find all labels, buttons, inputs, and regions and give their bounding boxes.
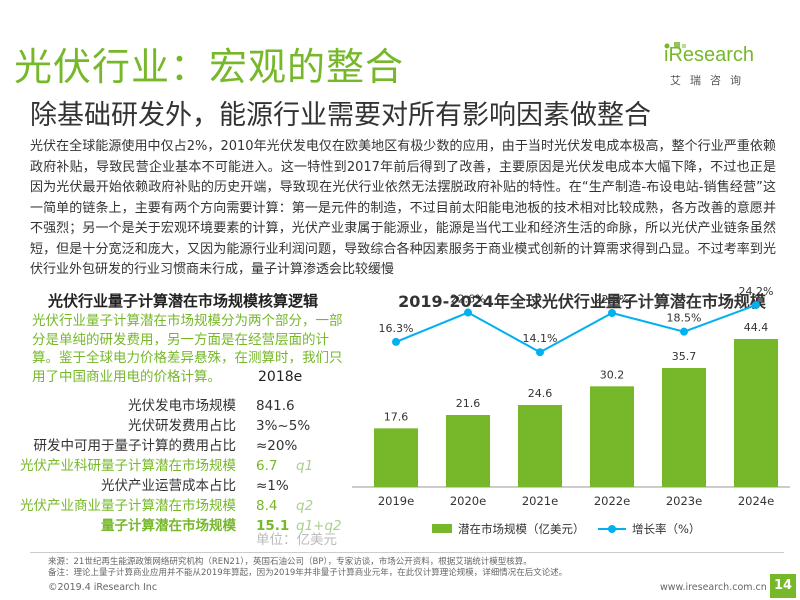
calc-row-value: 8.4 — [256, 498, 278, 514]
iresearch-logo: iResearch 艾瑞咨询 — [664, 42, 764, 90]
unit-label: 单位：亿美元 — [256, 532, 337, 548]
bar-value-label: 44.4 — [744, 321, 769, 334]
column-header: 2018e — [258, 369, 303, 385]
chart-title: 2019-2024年全球光伏行业量子计算潜在市场规模 — [398, 292, 766, 311]
bar — [446, 415, 490, 487]
bar — [734, 339, 778, 487]
calc-row-total: 量子计算潜在市场规模 15.1 q1+q2 — [0, 516, 370, 536]
growth-point — [464, 308, 472, 317]
x-tick-label: 2020e — [450, 494, 486, 508]
website: www.iresearch.com.cn — [660, 582, 767, 593]
page-subtitle: 除基础研发外，能源行业需要对所有影响因素做整合 — [30, 100, 651, 131]
growth-line — [395, 304, 757, 354]
footer-divider — [30, 552, 784, 553]
calc-row-value: 15.1 — [256, 518, 290, 534]
calc-row-label: 光伏产业科研量子计算潜在市场规模 — [20, 458, 236, 474]
logo-cn: 艾瑞咨询 — [670, 74, 750, 87]
logo-word: iResearch — [664, 44, 755, 66]
calc-row-label: 光伏发电市场规模 — [128, 398, 236, 414]
calc-row-label: 光伏产业商业量子计算潜在市场规模 — [20, 498, 236, 514]
growth-point — [752, 301, 760, 310]
left-panel-title: 光伏行业量子计算潜在市场规模核算逻辑 — [48, 292, 319, 310]
growth-point — [536, 348, 544, 357]
bar-value-label: 17.6 — [384, 410, 409, 423]
calc-row: 光伏发电市场规模 841.6 — [0, 396, 370, 416]
legend-bar-label: 潜在市场规模（亿美元） — [458, 522, 585, 536]
calc-row-label: 光伏产业运营成本占比 — [101, 478, 236, 494]
bar — [374, 428, 418, 487]
calc-row-label: 量子计算潜在市场规模 — [101, 518, 236, 534]
calc-row-value: ≈1% — [256, 478, 289, 494]
x-tick-label: 2021e — [522, 494, 558, 508]
calc-row: 光伏产业商业量子计算潜在市场规模 8.4 q2 — [0, 496, 370, 516]
growth-point — [608, 309, 616, 317]
calc-row-note: q2 — [296, 498, 314, 514]
x-tick-label: 2023e — [666, 494, 702, 508]
legend-line-marker — [608, 525, 616, 533]
page-title: 光伏行业：宏观的整合 — [14, 45, 405, 89]
legend-line-label: 增长率（%） — [632, 522, 700, 536]
x-tick-label: 2024e — [738, 494, 774, 508]
growth-point — [392, 337, 400, 346]
growth-value-label: 16.3% — [379, 322, 414, 335]
growth-point — [680, 327, 688, 336]
calc-row: 光伏产业科研量子计算潜在市场规模 6.7 q1 — [0, 456, 370, 476]
footer-note: 备注：理论上量子计算商业应用并不能从2019年算起，因为2019年并非量子计算商… — [48, 568, 568, 578]
calc-row-value: 6.7 — [256, 458, 278, 474]
calc-row-note: q1 — [296, 458, 314, 474]
bar-value-label: 30.2 — [600, 368, 625, 381]
x-tick-label: 2022e — [594, 494, 630, 508]
growth-value-label: 24.2% — [739, 285, 774, 298]
page-number: 14 — [770, 574, 796, 598]
logo-mark-icon — [664, 42, 686, 49]
calc-row-value: 841.6 — [256, 398, 295, 414]
left-panel-description: 光伏行业量子计算潜在市场规模分为两个部分，一部分是单纯的研发费用，另一方面是在经… — [32, 313, 343, 385]
growth-value-label: 18.5% — [667, 312, 702, 325]
growth-value-label: 22.5% — [595, 293, 630, 306]
bar-value-label: 35.7 — [672, 350, 697, 363]
bar — [662, 368, 706, 487]
growth-value-label: 22.6% — [451, 293, 486, 306]
legend-bar-swatch — [432, 524, 452, 533]
calc-row-note: q1+q2 — [296, 518, 342, 534]
calc-row-label: 光伏研发费用占比 — [128, 418, 236, 434]
calc-row-value: 3%~5% — [256, 418, 311, 434]
calc-row: 光伏研发费用占比 3%~5% — [0, 416, 370, 436]
bar — [518, 405, 562, 487]
x-tick-label: 2019e — [378, 494, 414, 508]
calc-row: 光伏产业运营成本占比 ≈1% — [0, 476, 370, 496]
calc-row: 研发中可用于量子计算的费用占比 ≈20% — [0, 436, 370, 456]
bar — [590, 386, 634, 487]
copyright: ©2019.4 iResearch Inc — [48, 582, 158, 593]
calc-row-label: 研发中可用于量子计算的费用占比 — [33, 438, 237, 454]
calc-row-value: ≈20% — [256, 438, 298, 454]
footer-source: 来源：21世纪再生能源政策网络研究机构（REN21），英国石油公司（BP），专家… — [48, 557, 532, 567]
growth-value-label: 14.1% — [523, 332, 558, 345]
bar-value-label: 24.6 — [528, 387, 553, 400]
bar-value-label: 21.6 — [456, 397, 481, 410]
intro-paragraph: 光伏在全球能源使用中仅占2%，2010年光伏发电仅在欧美地区有极少数的应用，由于… — [30, 139, 776, 277]
